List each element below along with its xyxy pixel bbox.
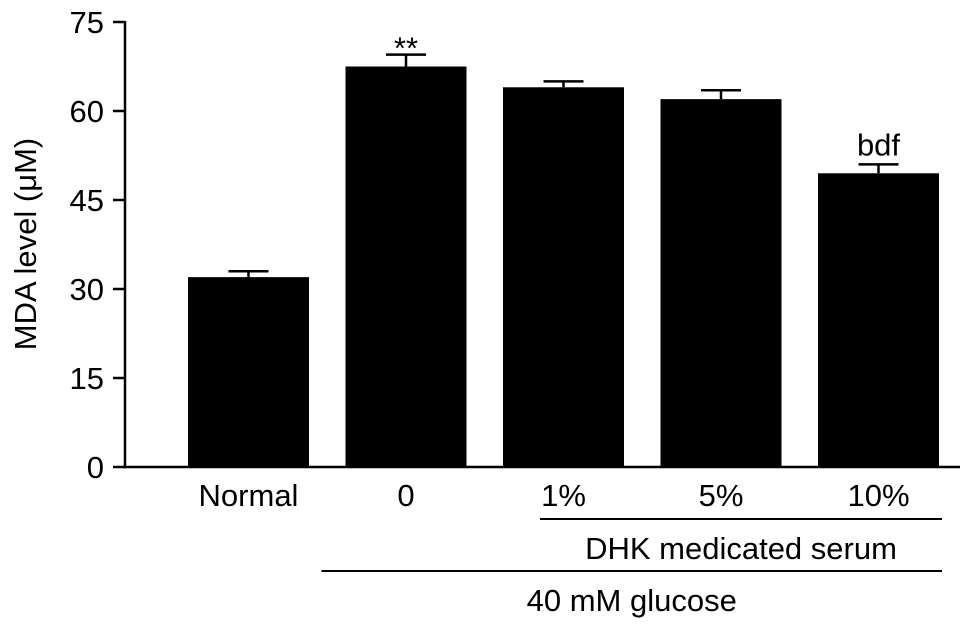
bar-5-percent (660, 99, 782, 467)
x-tick-label-1-percent: 1% (541, 478, 586, 513)
y-tick-label: 75 (70, 5, 104, 40)
significance-label-10-percent: bdf (857, 127, 900, 162)
bars: ** bdf (188, 31, 939, 468)
bar-10-percent (818, 173, 939, 468)
x-tick-label-10-percent: 10% (847, 478, 909, 513)
y-tick-label: 15 (70, 361, 104, 396)
bar-normal (188, 277, 309, 467)
group-label-40-mm-glucose: 40 mM glucose (527, 583, 737, 618)
x-tick-label-0: 0 (397, 478, 414, 513)
significance-label-0: ** (394, 31, 418, 66)
bar-1-percent (503, 87, 624, 468)
x-tick-label-5-percent: 5% (699, 478, 744, 513)
x-tick-label-normal: Normal (199, 478, 299, 513)
y-axis-label: MDA level (μM) (8, 138, 43, 351)
y-tick-label: 60 (70, 94, 104, 129)
y-tick-label: 45 (70, 183, 104, 218)
group-label-dhk-medicated-serum: DHK medicated serum (585, 531, 897, 566)
bar-0 (345, 66, 467, 467)
y-tick-label: 0 (87, 450, 104, 485)
axes: 0 15 30 45 60 75 (70, 5, 960, 485)
y-tick-label: 30 (70, 272, 104, 307)
